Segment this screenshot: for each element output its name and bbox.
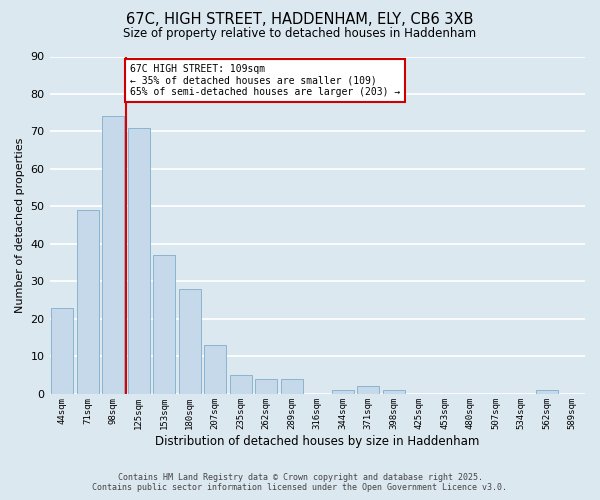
Bar: [77, 210, 98, 394]
Bar: [52, 308, 73, 394]
Text: 67C HIGH STREET: 109sqm
← 35% of detached houses are smaller (109)
65% of semi-d: 67C HIGH STREET: 109sqm ← 35% of detache…: [130, 64, 400, 97]
Bar: [179, 289, 200, 394]
Text: Size of property relative to detached houses in Haddenham: Size of property relative to detached ho…: [124, 28, 476, 40]
Y-axis label: Number of detached properties: Number of detached properties: [15, 138, 25, 313]
Bar: [383, 390, 404, 394]
Bar: [332, 390, 353, 394]
X-axis label: Distribution of detached houses by size in Haddenham: Distribution of detached houses by size …: [155, 434, 479, 448]
Bar: [536, 390, 557, 394]
Bar: [154, 255, 175, 394]
Bar: [256, 379, 277, 394]
Bar: [205, 345, 226, 394]
Text: 67C, HIGH STREET, HADDENHAM, ELY, CB6 3XB: 67C, HIGH STREET, HADDENHAM, ELY, CB6 3X…: [127, 12, 473, 28]
Bar: [230, 375, 251, 394]
Bar: [281, 379, 302, 394]
Text: Contains HM Land Registry data © Crown copyright and database right 2025.
Contai: Contains HM Land Registry data © Crown c…: [92, 473, 508, 492]
Bar: [128, 128, 149, 394]
Bar: [358, 386, 379, 394]
Bar: [103, 116, 124, 394]
